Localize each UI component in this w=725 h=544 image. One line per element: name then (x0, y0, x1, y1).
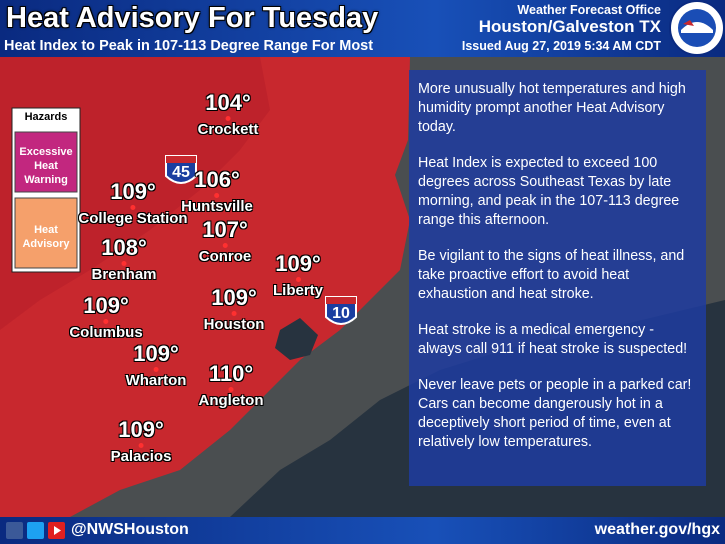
city-name: College Station (78, 210, 188, 227)
heat-index: 109° (83, 293, 129, 318)
city-label: 107° Conroe (199, 217, 252, 265)
dot (295, 277, 301, 282)
city-label: 109° Wharton (126, 341, 187, 389)
dot (214, 193, 220, 198)
subtitle: Heat Index to Peak in 107-113 Degree Ran… (4, 38, 374, 54)
city-label: 109° Columbus (69, 293, 142, 341)
dot (153, 367, 159, 372)
dot (130, 205, 136, 210)
social-icons (6, 522, 65, 539)
heat-index: 109° (211, 285, 257, 310)
galveston-bay (275, 318, 318, 360)
interstate-45-shield (165, 155, 197, 184)
info-paragraph: Be vigilant to the signs of heat illness… (418, 248, 685, 302)
city-label: 108° Brenham (91, 235, 156, 283)
dot (231, 311, 237, 316)
location: Houston/Galveston TX (478, 17, 661, 36)
city-name: Crockett (197, 121, 259, 138)
dot (222, 243, 228, 248)
dot (103, 319, 109, 324)
office: Weather Forecast Office (517, 3, 661, 17)
info-paragraph: Never leave pets or people in a parked c… (418, 377, 692, 450)
city-name: Conroe (198, 248, 252, 265)
heat-index: 104° (205, 90, 251, 115)
heat-index: 107° (202, 217, 248, 242)
city-label: 109° Palacios (111, 417, 172, 465)
info-paragraph: Heat Index is expected to exceed 100 deg… (418, 155, 680, 228)
nws-logo (669, 0, 725, 56)
dot (138, 443, 144, 448)
highway-number: 45 (172, 164, 190, 181)
city-name: Angleton (198, 392, 264, 409)
city-name: Liberty (272, 282, 324, 299)
city-name: Palacios (110, 448, 172, 465)
issued: Issued Aug 27, 2019 5:34 AM CDT (461, 39, 661, 53)
city-label: 104° Crockett (198, 90, 259, 138)
city-label: 110° Angleton (199, 361, 264, 409)
social-handle: @NWSHouston (71, 521, 189, 538)
legend-item: Heat Advisory (22, 224, 70, 250)
heat-index: 109° (118, 417, 164, 442)
heat-index: 109° (275, 251, 321, 276)
heat-index: 108° (101, 235, 147, 260)
legend-box (11, 107, 81, 273)
website: weather.gov/hgx (594, 521, 720, 538)
heat-index: 109° (110, 179, 156, 204)
info-paragraph: Heat stroke is a medical emergency - alw… (418, 322, 688, 357)
legend-title: Hazards (24, 111, 68, 123)
city-label: 109° Houston (204, 285, 265, 333)
dot (121, 261, 127, 266)
dot (228, 387, 234, 392)
info-panel: More unusually hot temperatures and high… (409, 70, 706, 486)
city-name: Wharton (125, 372, 187, 389)
city-name: Brenham (91, 266, 157, 283)
highway-number: 10 (332, 305, 350, 322)
city-name: Houston (203, 316, 265, 333)
legend-item: Excessive Heat Warning (19, 146, 73, 186)
city-label: 106° Huntsville (181, 167, 253, 215)
info-paragraph: More unusually hot temperatures and high… (418, 81, 686, 135)
dot (225, 116, 231, 121)
city-label: 109° Liberty (273, 251, 323, 299)
footer-band (0, 517, 725, 544)
heat-index: 110° (208, 361, 254, 386)
heat-index: 109° (133, 341, 179, 366)
city-name: Huntsville (181, 198, 253, 215)
title: Heat Advisory For Tuesday (6, 2, 379, 34)
interstate-10-shield (325, 296, 357, 325)
header-band (0, 0, 725, 57)
city-label: 109° College Station (78, 179, 187, 227)
heat-index: 106° (194, 167, 240, 192)
city-name: Columbus (69, 324, 143, 341)
